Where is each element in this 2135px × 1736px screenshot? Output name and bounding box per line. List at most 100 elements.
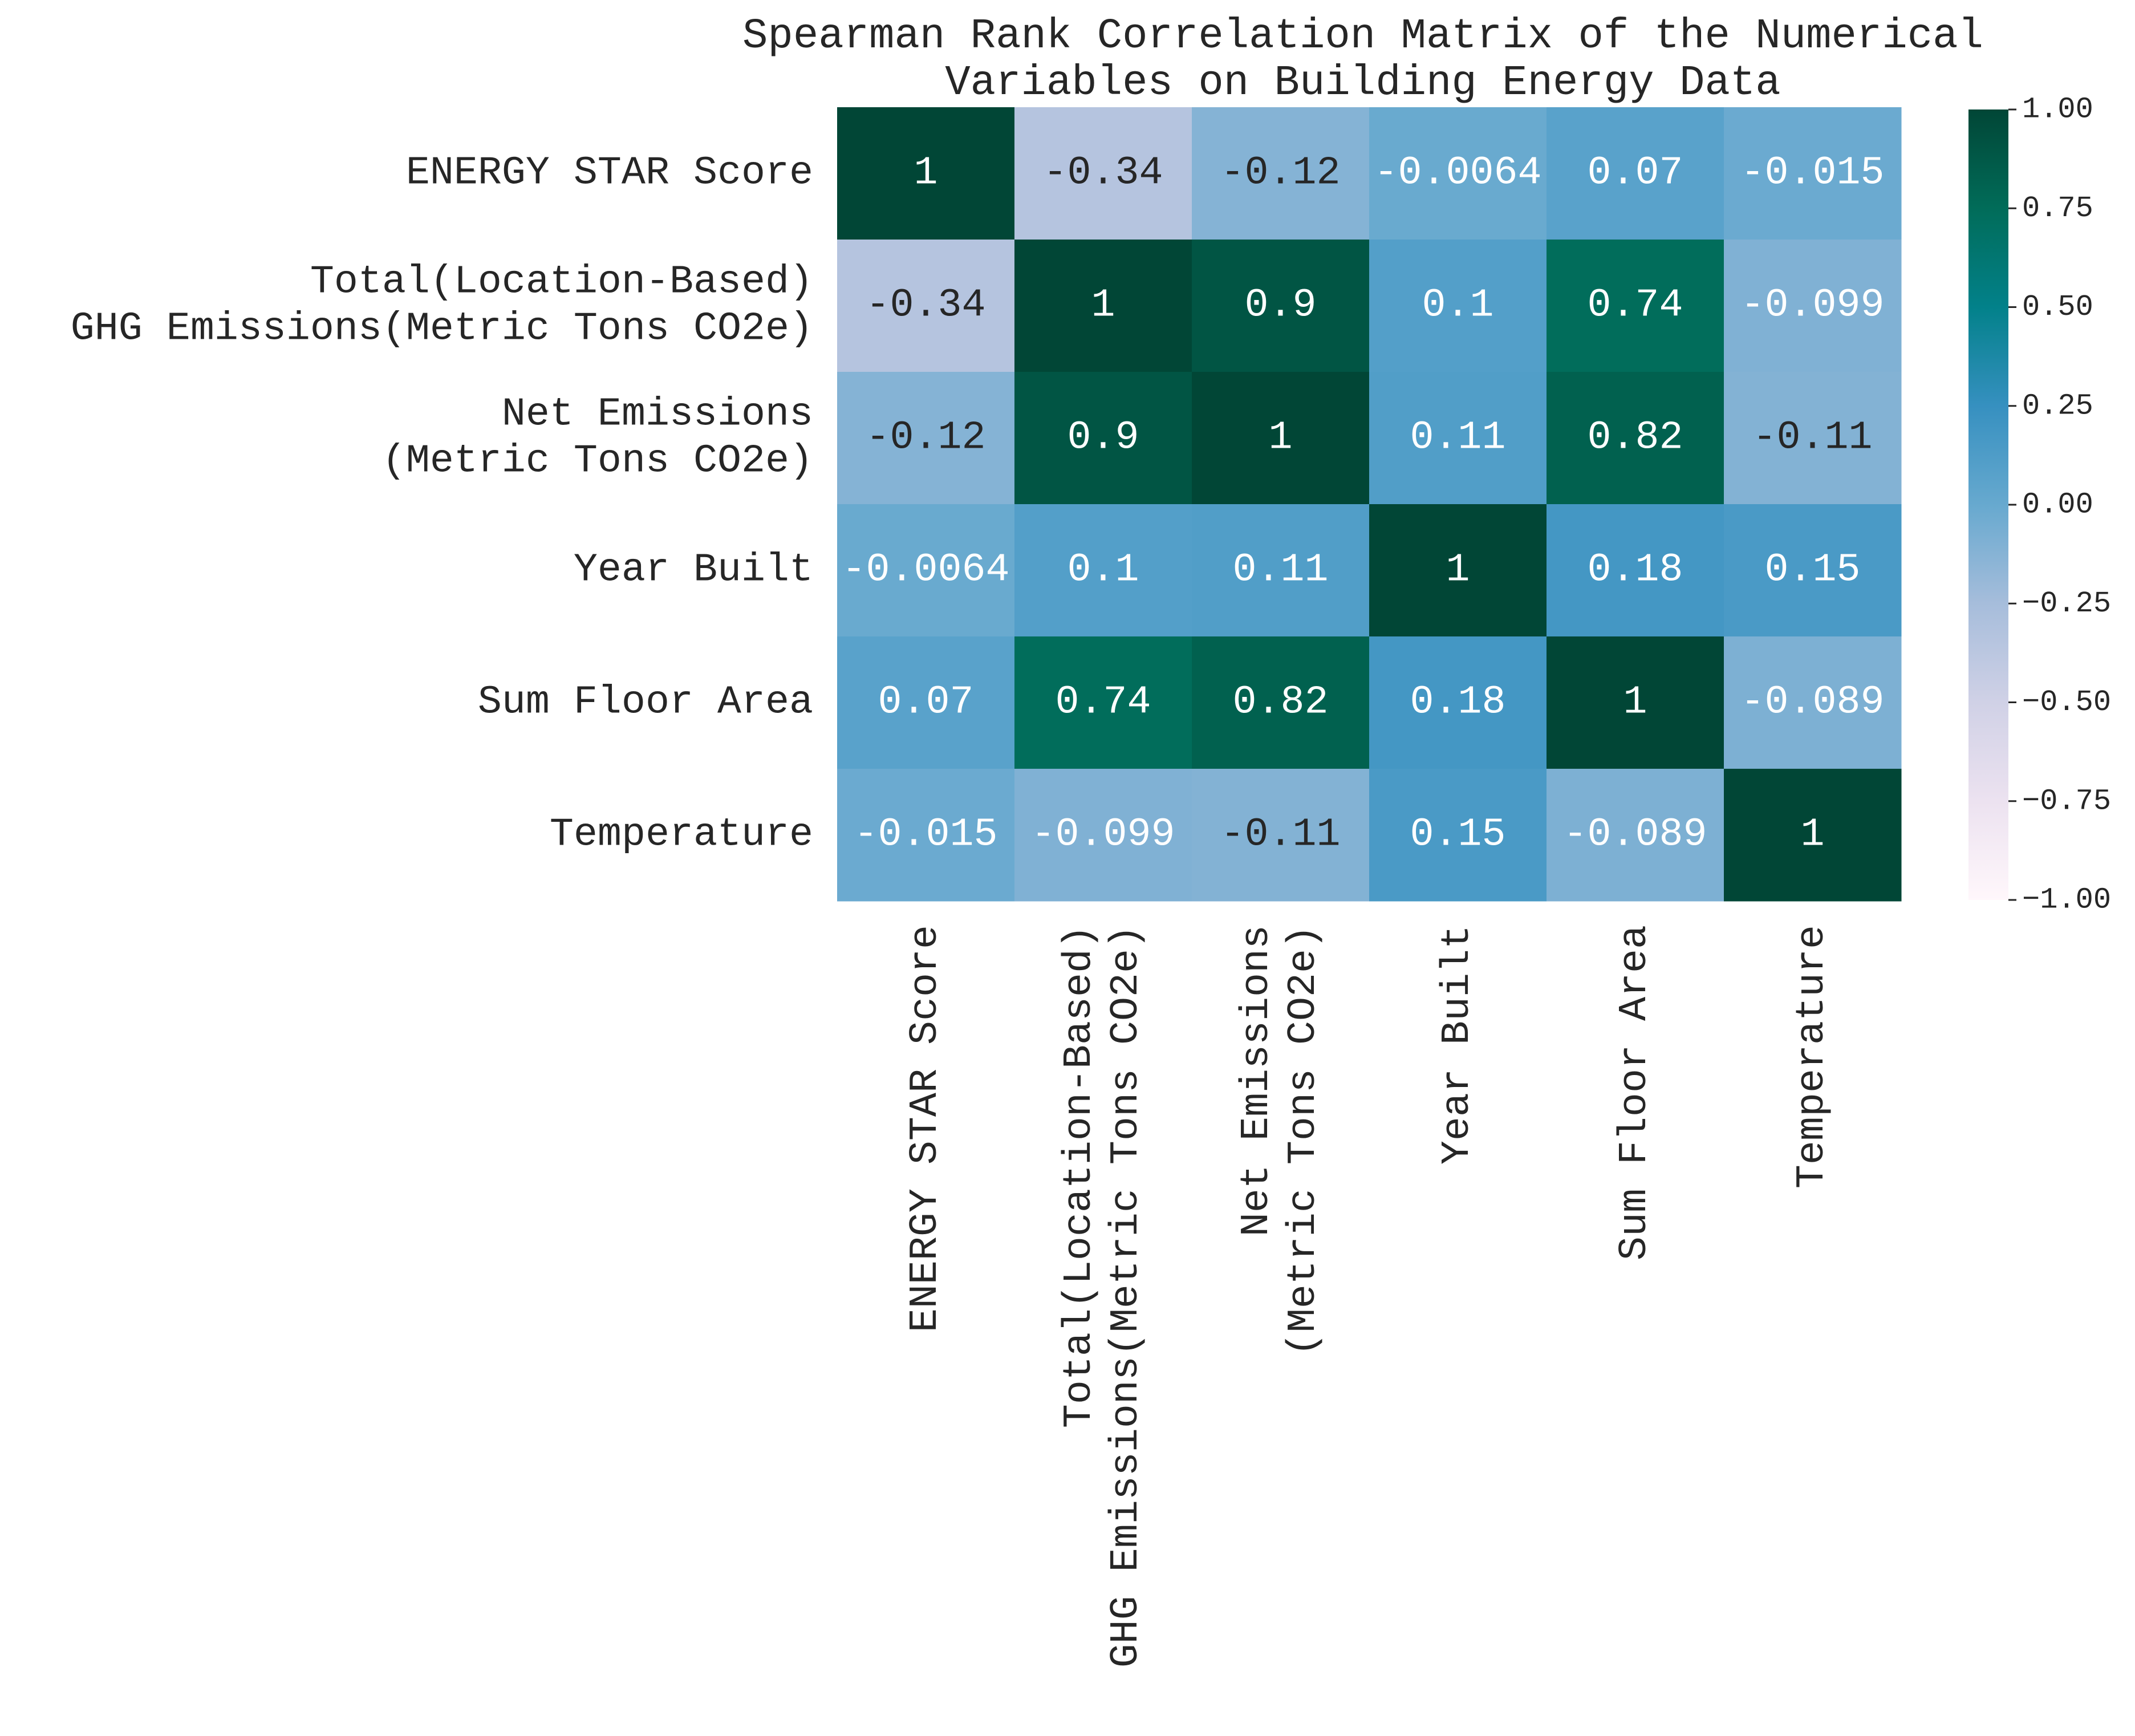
heatmap-cell: [1369, 504, 1547, 637]
heatmap-cell: [1014, 504, 1192, 637]
colorbar-tick-label: 0.50: [2022, 290, 2093, 324]
cell-value-label: 0.11: [1232, 548, 1328, 593]
cell-annotations: 1 -0.34 -0.12 -0.0064 0.07 -0.015 -0.34 1 0.9 0.1…: [842, 151, 1884, 858]
heatmap-cell: [1369, 240, 1547, 372]
colorbar-tick-label: −0.75: [2022, 784, 2111, 818]
cell-value-label: -0.0064: [1374, 151, 1541, 196]
chart-title: Spearman Rank Correlation Matrix of the …: [742, 13, 1983, 107]
chart-title-line: Variables on Building Energy Data: [945, 59, 1780, 107]
colorbar-tick-label: −0.50: [2022, 686, 2111, 719]
heatmap-cell: [837, 504, 1015, 637]
heatmap-cell: [1192, 107, 1370, 240]
heatmap-cell: [837, 240, 1015, 372]
cell-value-label: 0.15: [1410, 813, 1505, 858]
heatmap-cells: [837, 107, 1902, 902]
cell-value-label: 1: [1091, 283, 1115, 328]
row-label: Year Built: [574, 548, 813, 593]
cell-value-label: -0.089: [1740, 680, 1884, 725]
row-labels: ENERGY STAR Score Total(Location-Based)GH…: [71, 151, 813, 858]
heatmap-cell: [1192, 504, 1370, 637]
column-label: Year Built: [1435, 925, 1480, 1165]
heatmap-cell: [1547, 769, 1724, 902]
heatmap-cell: [1369, 636, 1547, 769]
chart-title-line: Spearman Rank Correlation Matrix of the …: [742, 13, 1983, 60]
colorbar: 1.00 0.75 0.50 0.25 0.00 −0.25 −0.50 −0.75 −1.00: [1968, 93, 2111, 917]
colorbar-tick-label: 0.75: [2022, 192, 2093, 225]
heatmap-cell: [1369, 107, 1547, 240]
cell-value-label: 1: [1623, 680, 1647, 725]
cell-value-label: -0.015: [854, 813, 997, 858]
heatmap-cell: [837, 769, 1015, 902]
cell-value-label: 0.1: [1067, 548, 1139, 593]
cell-value-label: 0.82: [1587, 416, 1683, 461]
cell-value-label: 1: [1268, 416, 1292, 461]
cell-value-label: -0.12: [1220, 151, 1340, 196]
cell-value-label: 0.18: [1410, 680, 1505, 725]
heatmap-cell: [1547, 107, 1724, 240]
heatmap-cell: [1547, 372, 1724, 505]
cell-value-label: 0.11: [1410, 416, 1505, 461]
row-label: (Metric Tons CO2e): [382, 439, 813, 484]
heatmap-cell: [1014, 107, 1192, 240]
column-label: Sum Floor Area: [1613, 925, 1658, 1260]
cell-value-label: 0.18: [1587, 548, 1683, 593]
cell-value-label: -0.015: [1740, 151, 1884, 196]
heatmap-cell: [1724, 636, 1902, 769]
colorbar-tick-label: −0.25: [2022, 587, 2111, 620]
cell-value-label: -0.089: [1563, 813, 1707, 858]
cell-value-label: 0.15: [1764, 548, 1860, 593]
heatmap-cell: [1369, 372, 1547, 505]
cell-value-label: -0.099: [1031, 813, 1175, 858]
heatmap-cell: [1547, 504, 1724, 637]
colorbar-bar: [1968, 109, 2008, 900]
heatmap-cell: [1724, 240, 1902, 372]
heatmap-cell: [1014, 636, 1192, 769]
row-label: GHG Emissions(Metric Tons CO2e): [71, 307, 813, 352]
heatmap-cell: [837, 636, 1015, 769]
heatmap-cell: [1014, 769, 1192, 902]
heatmap-cell: [1014, 372, 1192, 505]
cell-value-label: -0.12: [866, 416, 985, 461]
cell-value-label: -0.34: [1043, 151, 1163, 196]
cell-value-label: 0.82: [1232, 680, 1328, 725]
colorbar-tick-label: 1.00: [2022, 93, 2093, 127]
row-label: Sum Floor Area: [478, 680, 813, 725]
heatmap-cell: [1014, 240, 1192, 372]
heatmap-cell: [1192, 240, 1370, 372]
cell-value-label: -0.11: [1752, 416, 1872, 461]
heatmap-cell: [1192, 636, 1370, 769]
cell-value-label: 1: [1800, 813, 1824, 858]
row-label: ENERGY STAR Score: [406, 151, 813, 196]
column-label: Temperature: [1790, 925, 1835, 1189]
cell-value-label: 0.74: [1055, 680, 1151, 725]
column-label: ENERGY STAR Score: [903, 925, 948, 1332]
colorbar-tick-label: −1.00: [2022, 883, 2111, 917]
heatmap-cell: [1724, 372, 1902, 505]
row-label: Total(Location-Based): [310, 260, 813, 305]
heatmap-cell: [837, 372, 1015, 505]
cell-value-label: -0.099: [1740, 283, 1884, 328]
column-label: Total(Location-Based): [1057, 925, 1102, 1428]
cell-value-label: 0.1: [1422, 283, 1493, 328]
heatmap-cell: [1724, 504, 1902, 637]
cell-value-label: 0.9: [1244, 283, 1316, 328]
cell-value-label: 0.07: [1587, 151, 1683, 196]
cell-value-label: -0.11: [1220, 813, 1340, 858]
cell-value-label: -0.0064: [842, 548, 1009, 593]
colorbar-tick-label: 0.00: [2022, 488, 2093, 522]
cell-value-label: 0.07: [878, 680, 973, 725]
row-label: Temperature: [550, 813, 813, 858]
cell-value-label: 1: [914, 151, 937, 196]
column-label: Net Emissions: [1235, 925, 1280, 1236]
heatmap-cell: [837, 107, 1015, 240]
column-labels: ENERGY STAR Score Total(Location-Based) GH…: [903, 925, 1835, 1668]
cell-value-label: 1: [1446, 548, 1470, 593]
heatmap-cell: [1547, 636, 1724, 769]
column-label: GHG Emissions(Metric Tons CO2e): [1104, 925, 1149, 1668]
heatmap-cell: [1369, 769, 1547, 902]
heatmap-cell: [1724, 107, 1902, 240]
cell-value-label: 0.9: [1067, 416, 1139, 461]
cell-value-label: 0.74: [1587, 283, 1683, 328]
